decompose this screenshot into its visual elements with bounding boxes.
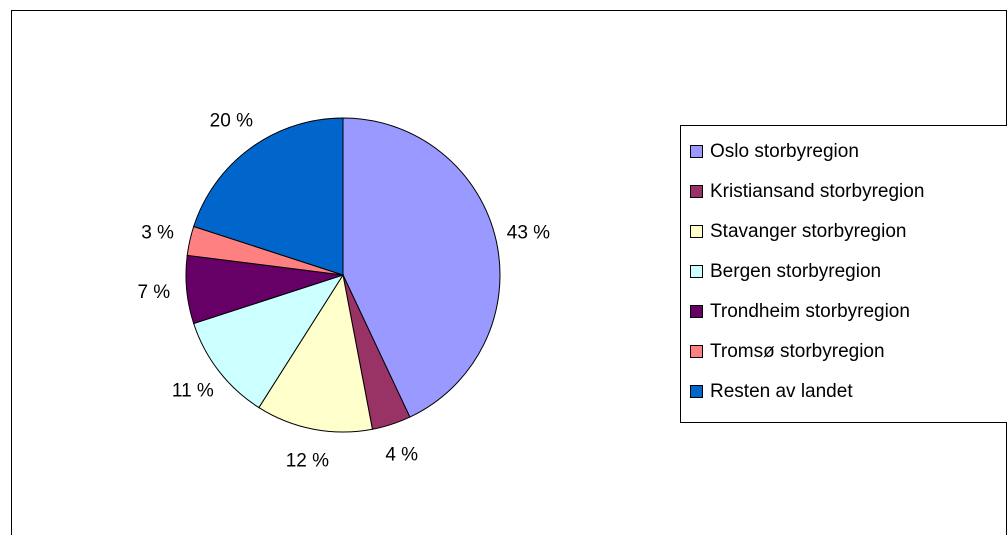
data-label: 20 % (210, 110, 253, 131)
legend-label: Kristiansand storbyregion (710, 181, 924, 202)
data-label: 3 % (141, 223, 174, 244)
legend-label: Oslo storbyregion (710, 141, 859, 162)
legend-label: Resten av landet (710, 381, 853, 402)
legend-label: Tromsø storbyregion (710, 341, 885, 362)
legend-swatch (690, 305, 703, 318)
legend-label: Bergen storbyregion (710, 261, 881, 282)
legend-swatch (690, 185, 703, 198)
legend-label: Stavanger storbyregion (710, 221, 906, 242)
data-label: 12 % (286, 451, 329, 472)
legend-swatch (690, 225, 703, 238)
pie-slice (342, 117, 501, 418)
legend-swatch (690, 145, 703, 158)
pie-slice (258, 273, 374, 433)
legend-swatch (690, 345, 703, 358)
data-label: 7 % (137, 282, 170, 303)
pie-slice (193, 274, 345, 409)
legend-box (680, 125, 1007, 423)
pie-slice (193, 117, 344, 276)
legend-label: Trondheim storbyregion (710, 301, 910, 322)
legend-swatch (690, 265, 703, 278)
data-label: 11 % (172, 380, 214, 401)
data-label: 4 % (385, 445, 418, 466)
data-label: 43 % (507, 223, 550, 244)
legend-swatch (690, 385, 703, 398)
